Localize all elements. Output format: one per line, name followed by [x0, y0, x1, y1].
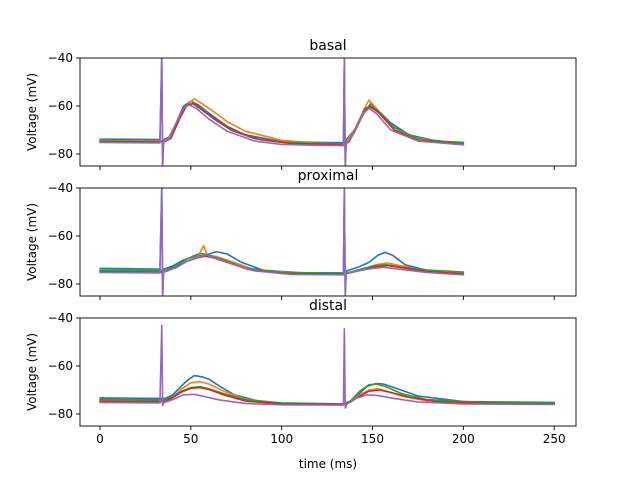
y-tick-label: −60 — [48, 229, 73, 243]
x-axis-title: time (ms) — [299, 457, 357, 471]
series-line-4 — [99, 102, 465, 146]
panel-basal: −80 −60 −40 Voltage (mV) basal — [25, 38, 577, 170]
y-axis-title: Voltage (mV) — [25, 203, 39, 281]
y-tick-label: −60 — [48, 359, 73, 373]
subplot-stack: −80 −60 −40 Voltage (mV) basal −80 −60 −40 Volta… — [25, 38, 577, 446]
panel-title: distal — [309, 298, 347, 314]
axes-frame — [79, 317, 577, 427]
y-tick-label: −80 — [48, 407, 73, 421]
panel-distal: −80 −60 −40 0 50 100 150 200 250 Voltage (mV) dist… — [25, 298, 577, 446]
y-tick-label: −40 — [48, 51, 73, 65]
y-tick-label: −80 — [48, 147, 73, 161]
x-tick-label: 0 — [96, 432, 104, 446]
y-tick-label: −40 — [48, 181, 73, 195]
y-axis-title: Voltage (mV) — [25, 73, 39, 151]
series-line-5 — [99, 324, 555, 409]
x-tick-label: 100 — [270, 432, 293, 446]
series-group — [99, 58, 465, 166]
series-line-4 — [99, 386, 555, 406]
series-line-5 — [99, 188, 465, 296]
x-tick-label: 150 — [361, 432, 384, 446]
x-tick-label: 250 — [543, 432, 566, 446]
panel-title: proximal — [298, 168, 359, 184]
x-tick-label: 50 — [183, 432, 198, 446]
series-line-5 — [99, 58, 465, 166]
axes-frame — [79, 57, 577, 167]
x-tick-label: 200 — [452, 432, 475, 446]
series-group — [99, 324, 555, 409]
panel-proximal: −80 −60 −40 Voltage (mV) proximal — [25, 168, 577, 300]
y-axis-title: Voltage (mV) — [25, 333, 39, 411]
y-tick-label: −60 — [48, 99, 73, 113]
panel-title: basal — [309, 38, 346, 54]
y-tick-label: −40 — [48, 311, 73, 325]
axes-frame — [79, 187, 577, 297]
y-tick-label: −80 — [48, 277, 73, 291]
series-group — [99, 188, 465, 296]
